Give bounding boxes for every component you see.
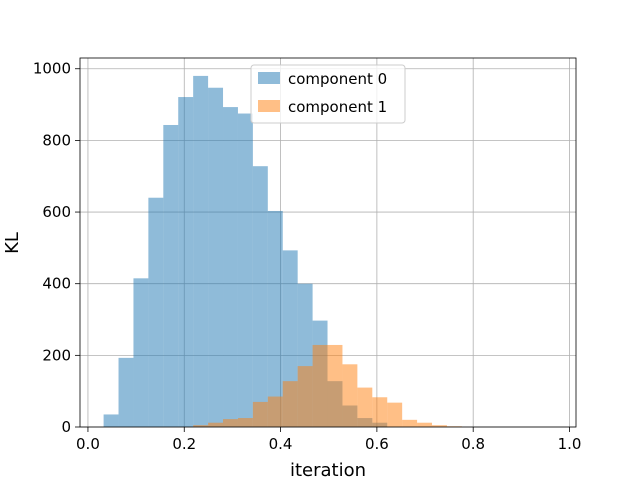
- x-tick-label-5: 1.0: [558, 435, 582, 453]
- plot-frame: [79, 57, 577, 428]
- bar-series-0-bin-3: [148, 197, 164, 427]
- legend-box: [250, 64, 406, 124]
- y-tick-label-5: 1000: [33, 60, 71, 78]
- y-tick-label-0: 0: [61, 418, 71, 436]
- legend-swatch-component-1: [258, 100, 280, 112]
- bar-series-1-bin-1: [208, 422, 224, 427]
- bar-series-1-bin-5: [267, 396, 283, 427]
- y-tick-label-4: 800: [42, 131, 71, 149]
- bar-series-1-bin-10: [342, 364, 358, 427]
- x-axis-ticks: 0.0 0.2 0.4 0.6 0.8 1.0: [76, 427, 581, 453]
- bar-series-0-bin-8: [223, 107, 238, 428]
- bar-series-0-bin-6: [193, 75, 209, 427]
- bar-series-1-bin-3: [237, 418, 253, 427]
- bar-series-0-bin-4: [163, 124, 179, 428]
- bar-series-0-bin-11: [267, 210, 283, 427]
- x-tick-label-1: 0.2: [172, 435, 196, 453]
- x-tick-label-0: 0.0: [76, 435, 100, 453]
- bar-series-0-bin-0: [103, 414, 119, 427]
- legend-label-component-0: component 0: [288, 70, 387, 88]
- y-tick-label-1: 200: [42, 346, 71, 364]
- y-tick-label-3: 600: [42, 203, 71, 221]
- bar-series-1-bin-6: [282, 381, 298, 427]
- y-axis-ticks: 0 200 400 600 800 1000: [33, 60, 80, 436]
- x-axis-label: iteration: [290, 460, 366, 480]
- bar-series-0-bin-5: [178, 97, 194, 428]
- bar-series-0-bin-1: [118, 357, 134, 427]
- bar-series-0-bin-2: [133, 278, 149, 427]
- y-axis-label: KL: [2, 232, 23, 254]
- legend-label-component-1: component 1: [288, 98, 387, 116]
- bar-series-1-bin-13: [387, 402, 403, 427]
- bar-series-1-bin-4: [252, 401, 268, 427]
- bar-series-1-bin-15: [417, 422, 433, 427]
- x-tick-label-4: 0.8: [461, 435, 485, 453]
- bar-series-1-bin-16: [432, 425, 447, 427]
- bar-series-0-bin-7: [208, 87, 224, 427]
- bar-series-0-bin-10: [252, 166, 268, 427]
- bar-series-1-bin-11: [357, 387, 373, 427]
- bar-series-0-bin-9: [237, 113, 253, 428]
- y-tick-label-2: 400: [42, 275, 71, 293]
- bar-series-1-bin-9: [327, 344, 343, 427]
- x-tick-label-2: 0.4: [269, 435, 293, 453]
- x-tick-label-3: 0.6: [365, 435, 389, 453]
- bar-series-1-bin-0: [193, 425, 209, 427]
- legend-swatch-component-0: [258, 72, 280, 84]
- histogram-bars: [103, 75, 462, 428]
- bar-series-1-bin-2: [223, 419, 238, 427]
- legend: component 0 component 1: [250, 64, 406, 124]
- bar-series-1-bin-7: [297, 366, 313, 427]
- bar-series-1-bin-8: [312, 344, 328, 427]
- bar-series-1-bin-14: [402, 419, 418, 427]
- bar-series-1-bin-12: [372, 397, 388, 427]
